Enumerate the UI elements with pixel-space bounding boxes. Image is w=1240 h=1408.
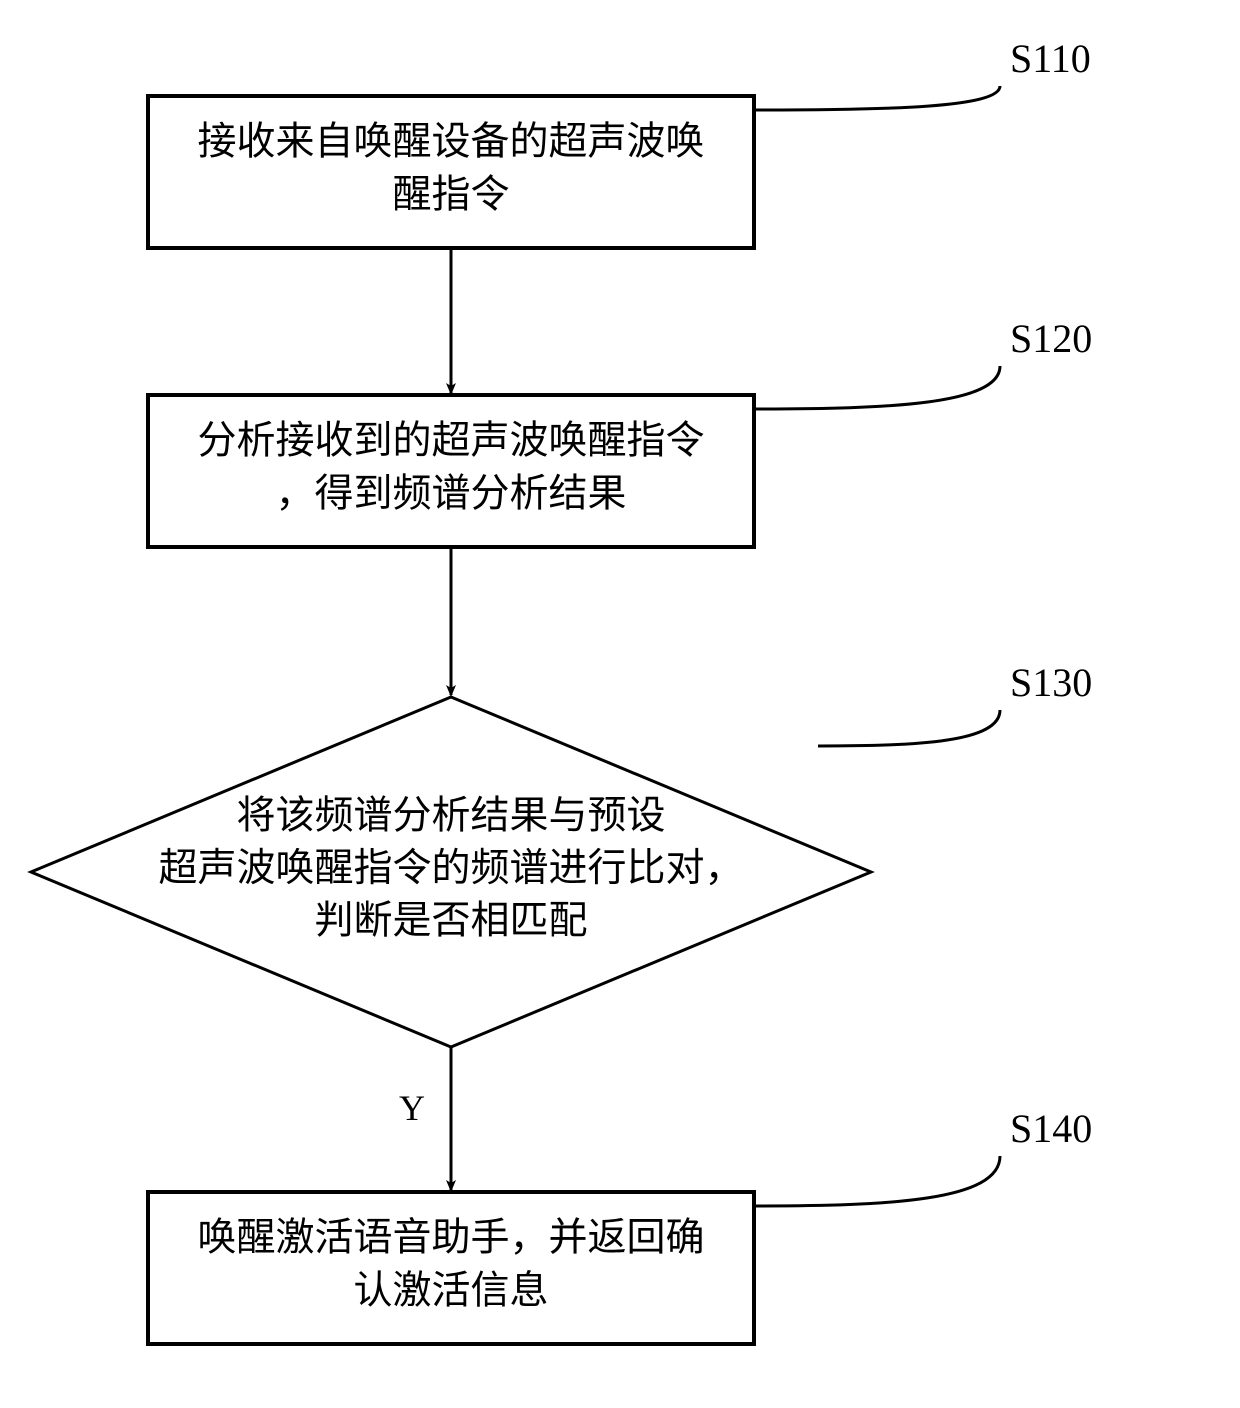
edge-label: Y xyxy=(399,1088,425,1128)
flow-node-n2: 分析接收到的超声波唤醒指令，得到频谱分析结果 xyxy=(148,395,754,547)
flow-node-n4: 唤醒激活语音助手，并返回确认激活信息 xyxy=(148,1192,754,1344)
leader-line xyxy=(754,366,1000,409)
flow-node-n1: 接收来自唤醒设备的超声波唤醒指令 xyxy=(148,96,754,248)
step-label: S110 xyxy=(1010,36,1091,81)
leader-line xyxy=(754,86,1000,110)
process-text: 接收来自唤醒设备的超声波唤醒指令 xyxy=(197,121,704,217)
step-label: S140 xyxy=(1010,1106,1092,1151)
process-box xyxy=(148,1192,754,1344)
leader-line xyxy=(754,1156,1000,1206)
flowchart-canvas: Y 接收来自唤醒设备的超声波唤醒指令分析接收到的超声波唤醒指令，得到频谱分析结果… xyxy=(0,0,1240,1408)
leader-line xyxy=(818,710,1000,746)
step-label: S130 xyxy=(1010,660,1092,705)
process-text: 分析接收到的超声波唤醒指令，得到频谱分析结果 xyxy=(197,420,704,516)
process-text: 唤醒激活语音助手，并返回确认激活信息 xyxy=(197,1217,704,1313)
decision-text: 将该频谱分析结果与预设超声波唤醒指令的频谱进行比对，判断是否相匹配 xyxy=(158,794,743,942)
process-box xyxy=(148,395,754,547)
step-label: S120 xyxy=(1010,316,1092,361)
process-box xyxy=(148,96,754,248)
flow-node-n3: 将该频谱分析结果与预设超声波唤醒指令的频谱进行比对，判断是否相匹配 xyxy=(31,697,871,1047)
